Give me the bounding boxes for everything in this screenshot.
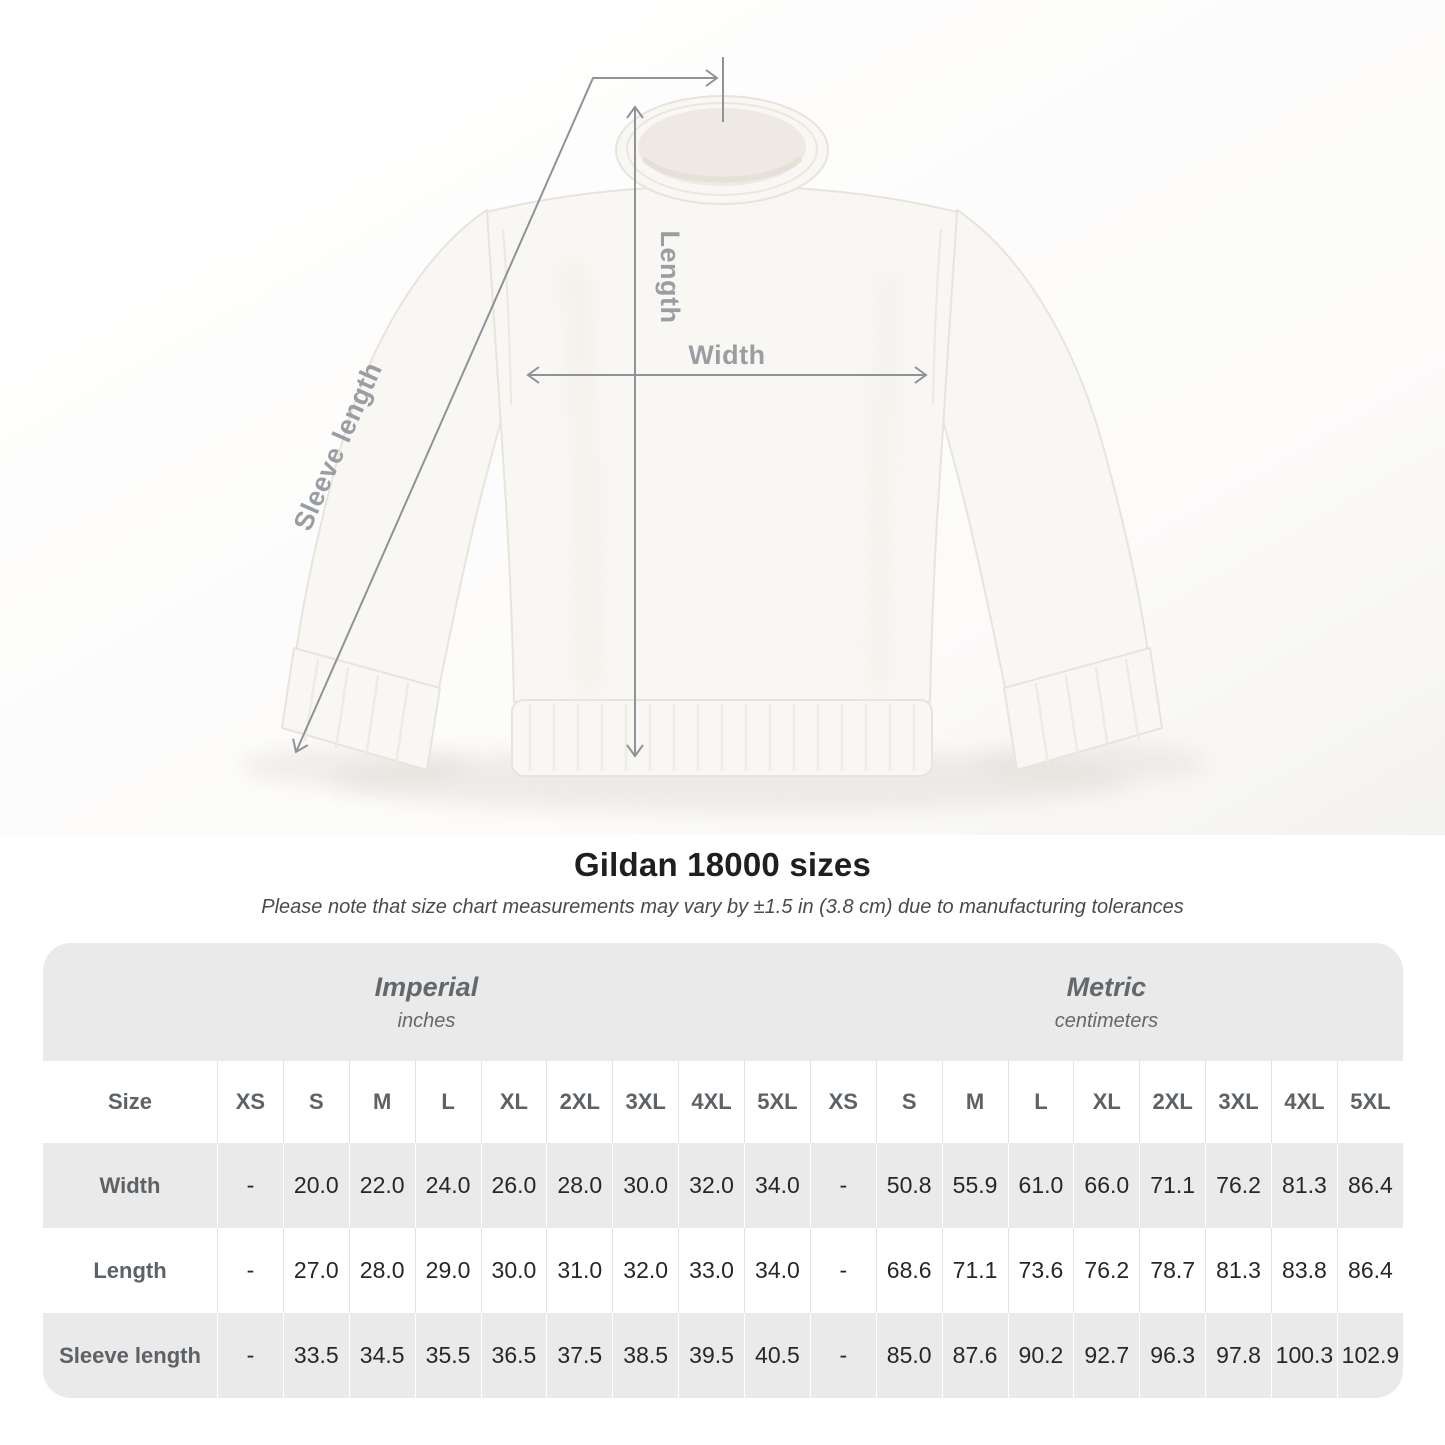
- data-row-length: Length - 27.0 28.0 29.0 30.0 31.0 32.0 3…: [43, 1228, 1403, 1313]
- size-header-cell: 3XL: [612, 1061, 679, 1143]
- size-header-cell: 2XL: [1139, 1061, 1206, 1143]
- value-cell: 81.3: [1205, 1228, 1271, 1313]
- value-cell: 71.1: [1139, 1143, 1206, 1228]
- value-cell: 28.0: [546, 1143, 613, 1228]
- value-cell: 100.3: [1271, 1313, 1337, 1398]
- size-header-cell: M: [941, 1061, 1008, 1143]
- value-cell: 86.4: [1336, 1143, 1403, 1228]
- value-cell: -: [809, 1228, 876, 1313]
- data-row-sleeve-length: Sleeve length - 33.5 34.5 35.5 36.5 37.5…: [43, 1313, 1403, 1398]
- value-cell: 34.0: [744, 1143, 810, 1228]
- size-header-cell: 3XL: [1205, 1061, 1271, 1143]
- value-cell: 90.2: [1007, 1313, 1074, 1398]
- value-cell: 34.0: [744, 1228, 810, 1313]
- imperial-group-header: Imperial inches: [43, 943, 810, 1061]
- value-cell: 28.0: [348, 1228, 415, 1313]
- value-cell: 31.0: [546, 1228, 613, 1313]
- value-cell: -: [217, 1313, 283, 1398]
- value-cell: 27.0: [282, 1228, 349, 1313]
- value-cell: -: [217, 1143, 283, 1228]
- size-header-cell: 4XL: [1271, 1061, 1337, 1143]
- value-cell: 22.0: [348, 1143, 415, 1228]
- metric-group-header: Metric centimeters: [809, 943, 1403, 1061]
- value-cell: 92.7: [1073, 1313, 1140, 1398]
- value-cell: 85.0: [875, 1313, 942, 1398]
- size-col-header: Size: [43, 1061, 217, 1143]
- value-cell: 34.5: [348, 1313, 415, 1398]
- value-cell: 39.5: [678, 1313, 744, 1398]
- size-header-cell: 2XL: [546, 1061, 613, 1143]
- value-cell: 50.8: [875, 1143, 942, 1228]
- value-cell: 26.0: [480, 1143, 547, 1228]
- value-cell: 29.0: [414, 1228, 481, 1313]
- value-cell: 81.3: [1271, 1143, 1337, 1228]
- value-cell: 61.0: [1007, 1143, 1074, 1228]
- size-header-cell: XS: [217, 1061, 283, 1143]
- value-cell: 37.5: [546, 1313, 613, 1398]
- metric-unit: centimeters: [1054, 1009, 1159, 1032]
- value-cell: 35.5: [414, 1313, 481, 1398]
- right-cuff-ribs: [1034, 658, 1141, 766]
- value-cell: 38.5: [612, 1313, 679, 1398]
- imperial-label: Imperial: [374, 971, 479, 1002]
- value-cell: 78.7: [1139, 1228, 1206, 1313]
- size-header-cell: XL: [1073, 1061, 1140, 1143]
- value-cell: 30.0: [612, 1143, 679, 1228]
- value-cell: 71.1: [941, 1228, 1008, 1313]
- value-cell: -: [217, 1228, 283, 1313]
- value-cell: -: [809, 1313, 876, 1398]
- page-title: Gildan 18000 sizes: [573, 846, 872, 883]
- value-cell: 55.9: [941, 1143, 1008, 1228]
- value-cell: 32.0: [678, 1143, 744, 1228]
- tolerance-note: Please note that size chart measurements…: [261, 896, 1184, 918]
- size-header-row: Size XS S M L XL 2XL 3XL 4XL 5XL XS S M …: [43, 1061, 1403, 1143]
- length-label: Length: [655, 231, 685, 324]
- sleeve-length-arrow: [292, 69, 719, 754]
- value-cell: 96.3: [1139, 1313, 1206, 1398]
- size-header-cell: XL: [480, 1061, 547, 1143]
- value-cell: 24.0: [414, 1143, 481, 1228]
- size-header-cell: 5XL: [1336, 1061, 1403, 1143]
- unit-group-row: Imperial inches Metric centimeters: [43, 943, 1403, 1061]
- size-header-cell: 5XL: [744, 1061, 810, 1143]
- value-cell: 40.5: [744, 1313, 810, 1398]
- value-cell: -: [809, 1143, 876, 1228]
- size-header-cell: XS: [809, 1061, 876, 1143]
- size-header-cell: L: [1007, 1061, 1074, 1143]
- value-cell: 68.6: [875, 1228, 942, 1313]
- row-label: Sleeve length: [43, 1313, 217, 1398]
- size-table: Imperial inches Metric centimeters Size …: [43, 943, 1403, 1398]
- value-cell: 76.2: [1205, 1143, 1271, 1228]
- size-header-cell: S: [875, 1061, 942, 1143]
- width-label: Width: [688, 340, 765, 370]
- size-header-cell: 4XL: [678, 1061, 744, 1143]
- size-header-cell: L: [414, 1061, 481, 1143]
- value-cell: 73.6: [1007, 1228, 1074, 1313]
- value-cell: 66.0: [1073, 1143, 1140, 1228]
- value-cell: 20.0: [282, 1143, 349, 1228]
- value-cell: 33.0: [678, 1228, 744, 1313]
- value-cell: 36.5: [480, 1313, 547, 1398]
- data-row-width: Width - 20.0 22.0 24.0 26.0 28.0 30.0 32…: [43, 1143, 1403, 1228]
- measurement-lines: [292, 57, 928, 758]
- row-label: Length: [43, 1228, 217, 1313]
- value-cell: 33.5: [282, 1313, 349, 1398]
- value-cell: 83.8: [1271, 1228, 1337, 1313]
- metric-label: Metric: [1066, 971, 1147, 1002]
- value-cell: 30.0: [480, 1228, 547, 1313]
- value-cell: 87.6: [941, 1313, 1008, 1398]
- size-header-cell: S: [282, 1061, 349, 1143]
- value-cell: 102.9: [1336, 1313, 1403, 1398]
- size-header-cell: M: [348, 1061, 415, 1143]
- imperial-unit: inches: [397, 1009, 456, 1032]
- value-cell: 76.2: [1073, 1228, 1140, 1313]
- value-cell: 32.0: [612, 1228, 679, 1313]
- sweatshirt-illustration: Length Width Sleeve length: [0, 0, 1445, 835]
- product-photo: Length Width Sleeve length: [0, 0, 1445, 835]
- value-cell: 86.4: [1336, 1228, 1403, 1313]
- row-label: Width: [43, 1143, 217, 1228]
- value-cell: 97.8: [1205, 1313, 1271, 1398]
